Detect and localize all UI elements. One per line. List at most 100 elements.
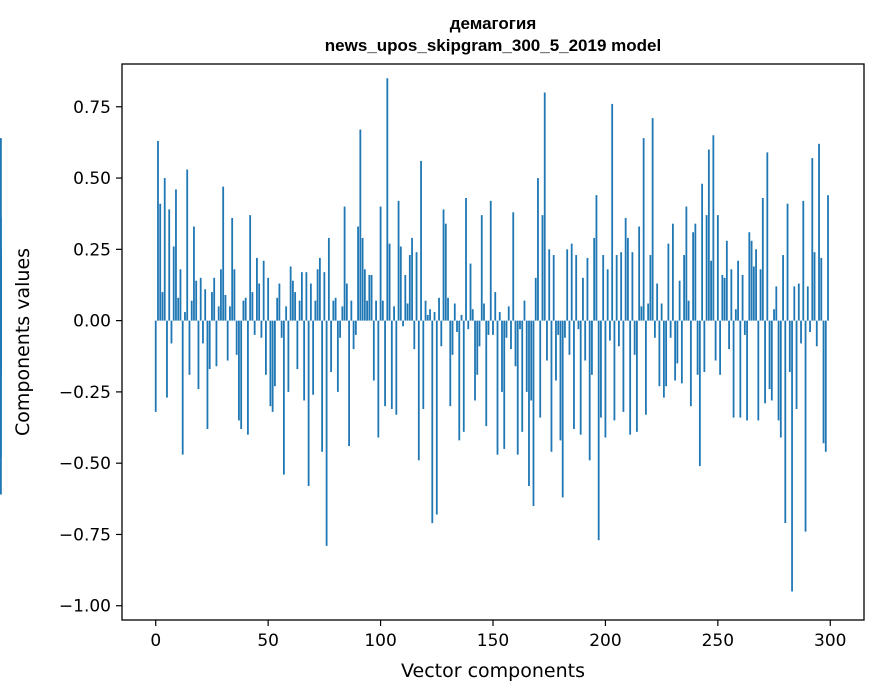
bar (381, 300, 384, 321)
bar (503, 320, 506, 449)
bar (271, 320, 274, 412)
bar (204, 289, 207, 321)
bar (163, 178, 166, 321)
bar (766, 152, 769, 321)
bar (541, 215, 544, 321)
bar (492, 320, 494, 335)
bar (276, 297, 279, 321)
bar (537, 178, 539, 321)
bar (577, 320, 580, 330)
bar (687, 300, 690, 321)
bar (399, 246, 402, 321)
x-tick-label: 0 (150, 631, 161, 651)
bar (597, 320, 600, 541)
bar (604, 320, 607, 438)
bar (247, 320, 249, 435)
bar (550, 320, 553, 452)
bar (791, 320, 793, 592)
bar (638, 226, 641, 321)
bar (433, 312, 436, 321)
bar (332, 300, 335, 321)
bar (665, 320, 668, 387)
bar (314, 300, 317, 321)
bar (291, 280, 294, 321)
bar (620, 252, 623, 321)
bar (0, 280, 2, 321)
bar (730, 269, 733, 321)
bar (680, 320, 683, 384)
bar (615, 255, 618, 321)
bar (698, 320, 701, 467)
bar (476, 320, 479, 375)
y-axis-ticks: −1.00 −0.75 −0.50 −0.25 0.00 0.25 0.50 0.75 (59, 98, 122, 617)
bar (377, 320, 380, 438)
bar (721, 274, 724, 321)
bar (0, 320, 2, 495)
bar (811, 158, 814, 321)
bar (154, 320, 157, 412)
bar (258, 283, 261, 321)
bar (600, 320, 602, 418)
bar (552, 255, 555, 321)
bar (390, 320, 393, 410)
bar (309, 283, 312, 321)
bar (233, 269, 236, 321)
bar (510, 320, 512, 350)
bar (809, 320, 811, 333)
bar (202, 320, 204, 344)
bar (712, 135, 715, 321)
bar (244, 297, 247, 321)
bar (256, 257, 258, 321)
bar (312, 320, 315, 395)
bar (773, 309, 775, 321)
bar (795, 320, 798, 410)
bar (220, 269, 222, 321)
bar (318, 257, 321, 321)
bar (701, 183, 704, 321)
bar (649, 255, 652, 321)
bar (460, 314, 463, 321)
bar (467, 320, 470, 330)
bar (217, 306, 220, 321)
bar (793, 286, 796, 321)
bar (478, 320, 481, 347)
bar (818, 143, 820, 321)
bar (339, 320, 341, 338)
bar (242, 300, 245, 321)
bar (352, 320, 355, 350)
bar (379, 206, 382, 321)
bar (716, 215, 719, 321)
bar (278, 283, 281, 321)
bar (415, 252, 418, 321)
bar (707, 149, 710, 321)
bar (820, 257, 823, 321)
bar (732, 320, 735, 418)
bar-series (0, 78, 829, 592)
bar (483, 303, 485, 321)
bar (501, 320, 503, 392)
bar (262, 260, 265, 321)
bar (746, 320, 748, 421)
bar (487, 320, 490, 335)
bar (208, 320, 211, 370)
bar (166, 320, 168, 398)
bar (815, 320, 818, 347)
bar (462, 320, 465, 432)
bar (449, 320, 452, 407)
bar (557, 320, 560, 335)
bar (764, 320, 766, 404)
bar (539, 320, 542, 418)
bar (422, 320, 425, 410)
bar (447, 297, 449, 321)
bar (631, 252, 634, 321)
bar (393, 306, 395, 321)
bar (188, 320, 191, 375)
bar (512, 212, 515, 321)
bar (651, 118, 654, 321)
bar (444, 223, 447, 321)
bar (303, 320, 306, 401)
bar (197, 320, 200, 390)
bar (692, 232, 695, 321)
bar (370, 274, 373, 321)
